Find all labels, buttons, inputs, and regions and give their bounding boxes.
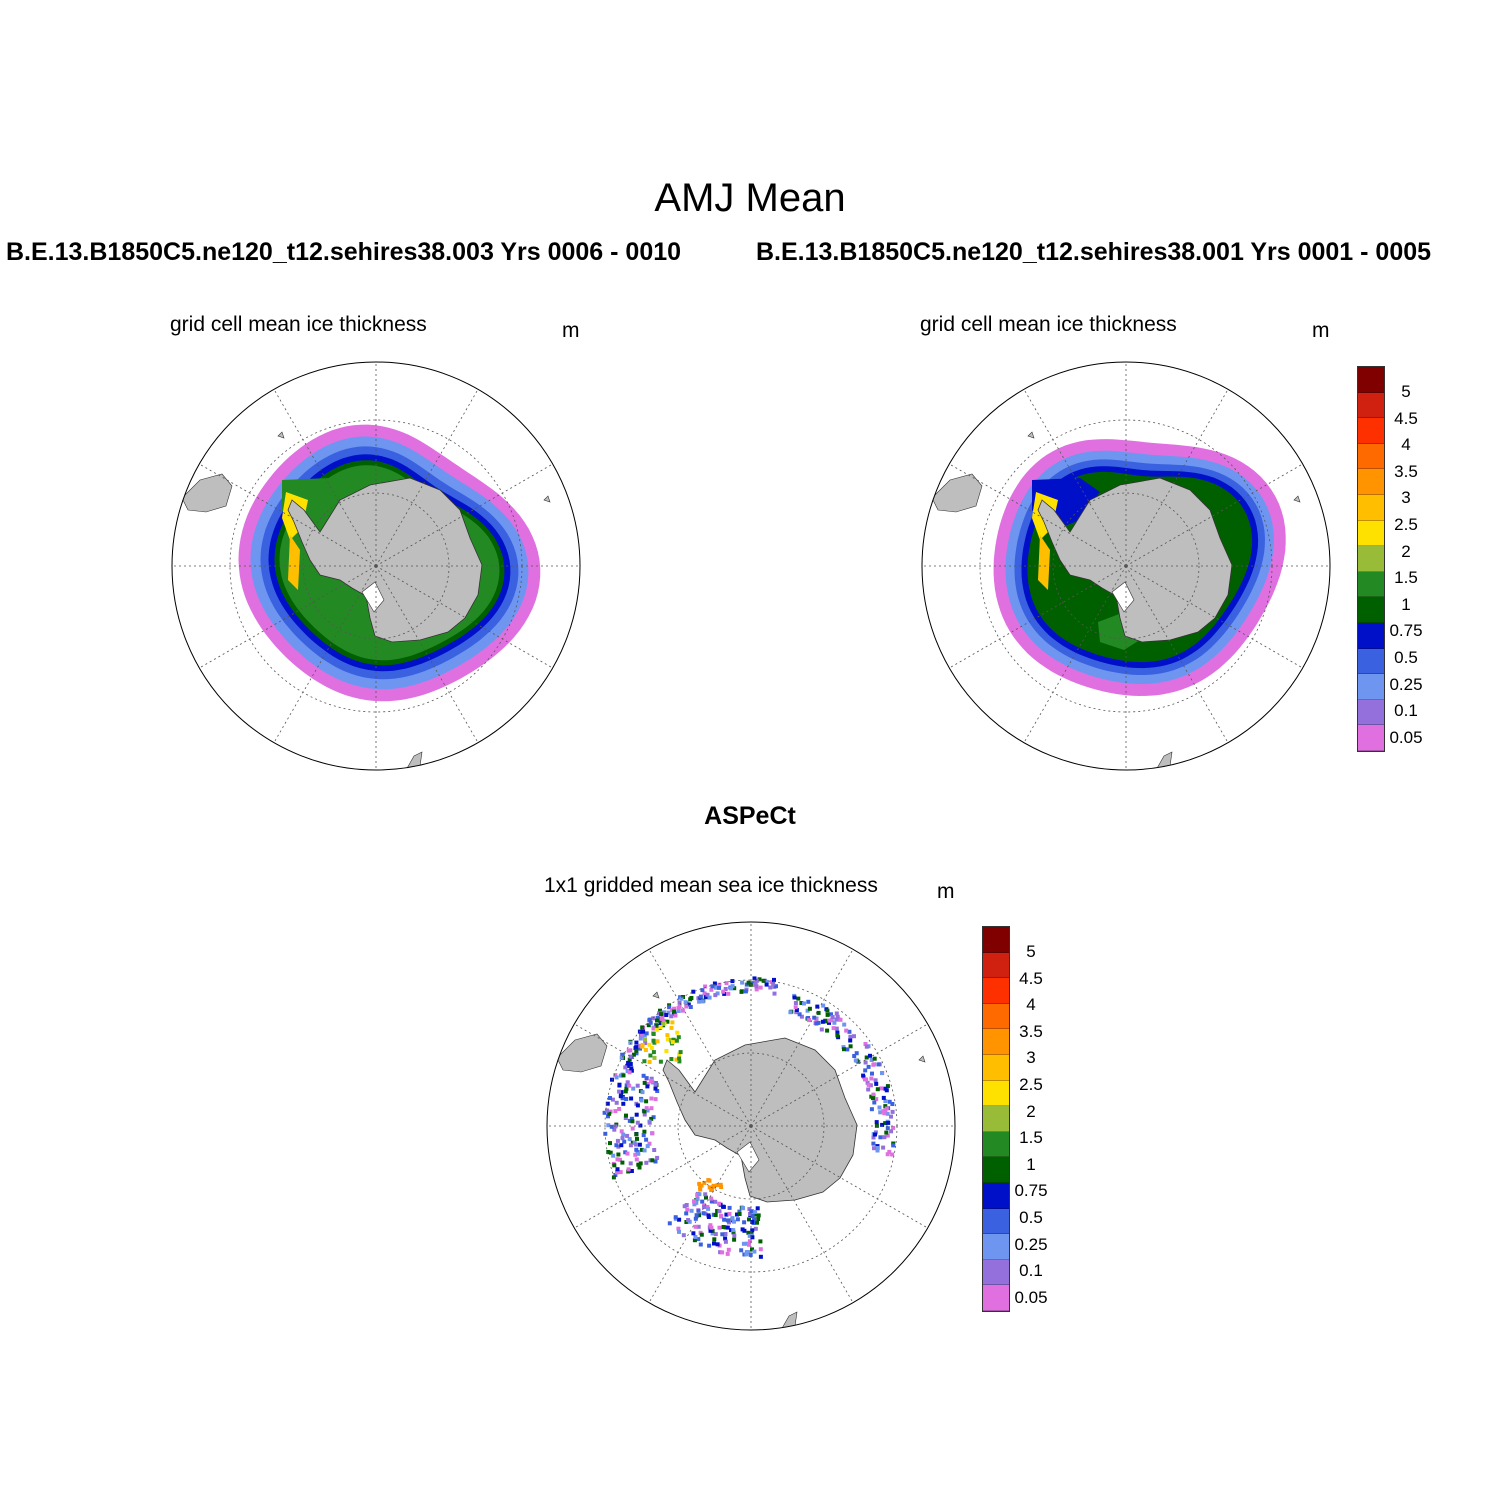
colorbar-swatch [983, 952, 1009, 979]
colorbar-tick-label: 4.5 [1019, 968, 1043, 988]
case-polar-map [171, 361, 581, 771]
control-panel-label: grid cell mean ice thickness [920, 313, 1177, 336]
colorbar-tick-label: 0.75 [1389, 621, 1423, 641]
obs-panel-label: 1x1 gridded mean sea ice thickness [544, 874, 878, 897]
colorbar-swatch [983, 1259, 1009, 1286]
colorbar-tick-label: 0.5 [1019, 1208, 1043, 1227]
colorbar-swatch [1358, 418, 1384, 444]
colorbar-tick-label: 1.5 [1394, 568, 1418, 588]
colorbar-tick-label: 0.1 [1019, 1261, 1043, 1281]
colorbar-swatch [1358, 597, 1384, 623]
colorbar-tick-label: 1.5 [1019, 1128, 1043, 1148]
colorbar-tick-label: 1 [1026, 1154, 1036, 1174]
colorbar-tick-label: 0.5 [1394, 648, 1418, 667]
colorbar-tick-label: 0.75 [1014, 1181, 1048, 1201]
obs-unit-label: m [937, 880, 955, 903]
colorbar-swatch [1358, 494, 1384, 521]
colorbar-tick-label: 0.05 [1014, 1287, 1048, 1307]
colorbar-tick-label: 5 [1401, 382, 1411, 401]
colorbar-tick-label: 3.5 [1394, 461, 1418, 481]
obs-title: ASPeCt [704, 802, 796, 830]
colorbar-tick-label: 4.5 [1394, 408, 1418, 428]
colorbar-tick-label: 2 [1026, 1101, 1036, 1121]
continent-outlines [556, 991, 926, 1330]
colorbar-swatch [983, 1054, 1009, 1081]
colorbar-swatch [983, 1208, 1009, 1235]
colorbar-swatch [983, 1106, 1009, 1132]
colorbar-tick-label: 0.25 [1014, 1234, 1048, 1254]
colorbar-tick-label: 3.5 [1019, 1021, 1043, 1041]
colorbar-tick-label: 2 [1401, 541, 1411, 561]
obs-polar-map [546, 921, 956, 1331]
colorbar-tick-label: 0.25 [1389, 674, 1423, 694]
ice-thickness-field [238, 424, 541, 702]
case-run-title: B.E.13.B1850C5.ne120_t12.sehires38.003 Y… [6, 238, 682, 266]
control-unit-label: m [1312, 319, 1330, 342]
page-title: AMJ Mean [654, 176, 846, 220]
colorbar-swatch [1358, 648, 1384, 675]
colorbar-swatch [1358, 674, 1384, 700]
colorbar-tick-label: 2.5 [1019, 1075, 1043, 1094]
observation-tracks [602, 976, 896, 1259]
case-unit-label: m [562, 319, 580, 342]
colorbar-swatch [1358, 725, 1384, 751]
continent-outlines [181, 431, 551, 770]
colorbar-tick-label: 3 [1401, 488, 1411, 508]
bottom-colorbar [982, 926, 1010, 1312]
colorbar-swatch [1358, 392, 1384, 419]
colorbar-swatch [983, 1234, 1009, 1260]
colorbar-swatch [983, 1080, 1009, 1107]
colorbar-swatch [983, 927, 1009, 953]
colorbar-swatch [1358, 546, 1384, 572]
colorbar-swatch [983, 1182, 1009, 1209]
colorbar-swatch [983, 1003, 1009, 1030]
top-colorbar [1357, 366, 1385, 752]
colorbar-swatch [983, 1157, 1009, 1183]
colorbar-swatch [1358, 699, 1384, 726]
colorbar-tick-label: 0.1 [1394, 701, 1418, 721]
colorbar-swatch [1358, 520, 1384, 547]
colorbar-swatch [1358, 622, 1384, 649]
case-panel-label: grid cell mean ice thickness [170, 313, 427, 336]
colorbar-tick-label: 1 [1401, 594, 1411, 614]
colorbar-tick-label: 4 [1401, 435, 1411, 455]
colorbar-swatch [1358, 469, 1384, 495]
colorbar-swatch [983, 1131, 1009, 1158]
colorbar-swatch [983, 1029, 1009, 1055]
colorbar-swatch [1358, 571, 1384, 598]
colorbar-tick-label: 2.5 [1394, 515, 1418, 534]
ice-thickness-field [993, 439, 1286, 696]
graticule [172, 362, 580, 770]
control-polar-map [921, 361, 1331, 771]
colorbar-tick-label: 3 [1026, 1048, 1036, 1068]
colorbar-tick-label: 4 [1026, 995, 1036, 1015]
colorbar-tick-label: 5 [1026, 942, 1036, 961]
colorbar-swatch [1358, 367, 1384, 393]
colorbar-swatch [1358, 443, 1384, 470]
colorbar-swatch [983, 1285, 1009, 1311]
colorbar-swatch [983, 978, 1009, 1004]
colorbar-tick-label: 0.05 [1389, 727, 1423, 747]
control-run-title: B.E.13.B1850C5.ne120_t12.sehires38.001 Y… [756, 238, 1432, 266]
